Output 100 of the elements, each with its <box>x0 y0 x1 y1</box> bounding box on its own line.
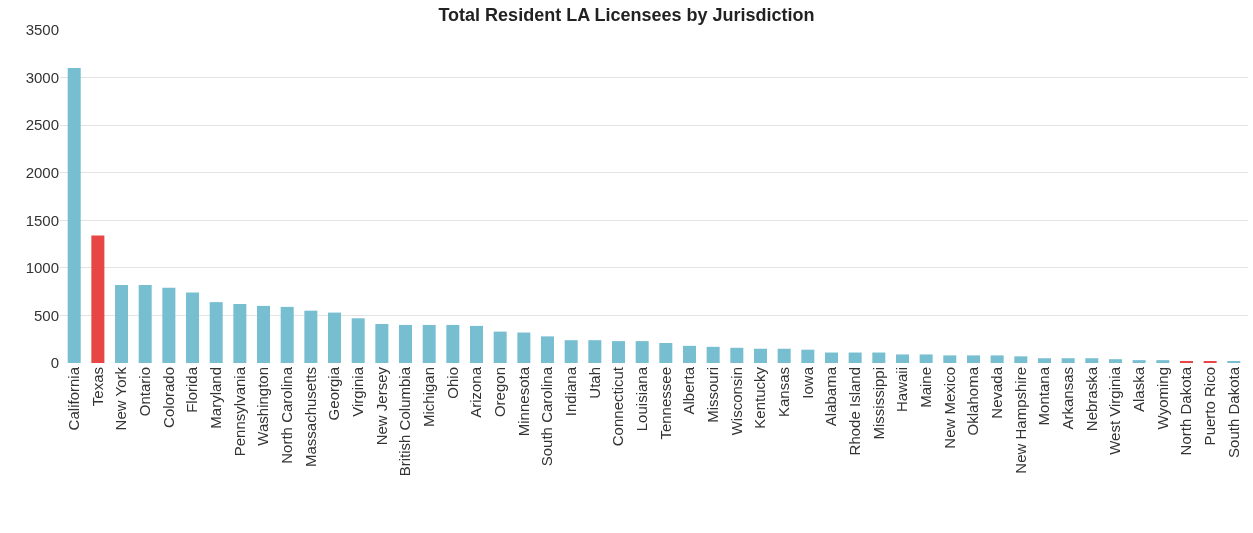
x-tick-label: California <box>65 366 83 431</box>
x-tick-label: West Virginia <box>1106 366 1124 455</box>
bar <box>611 341 626 363</box>
bar <box>943 355 957 363</box>
x-tick-label: Texas <box>88 367 106 407</box>
bar <box>1037 358 1051 363</box>
bar <box>966 355 980 363</box>
x-tick-label: Arizona <box>467 366 485 418</box>
x-tick-label: Kentucky <box>751 366 769 429</box>
x-tick-label: Colorado <box>159 367 177 428</box>
bar <box>541 336 555 363</box>
x-tick-label: New Hampshire <box>1011 367 1029 474</box>
bar <box>730 347 744 363</box>
bar <box>753 348 767 363</box>
bar <box>872 352 886 363</box>
x-tick-label: North Carolina <box>278 366 296 464</box>
x-tick-label: South Dakota <box>1224 366 1242 458</box>
x-tick-label: Louisiana <box>633 366 651 432</box>
x-tick-label: Minnesota <box>514 366 532 437</box>
bar <box>1156 360 1170 363</box>
bar <box>162 287 176 363</box>
x-tick-label: Nevada <box>988 366 1006 419</box>
x-tick-label: Montana <box>1035 366 1053 426</box>
bar <box>919 354 933 363</box>
bar <box>186 292 200 363</box>
x-tick-label: Oregon <box>491 367 509 418</box>
bar <box>446 324 460 363</box>
bar <box>635 341 649 363</box>
y-tick-label: 3500 <box>25 21 59 39</box>
x-tick-label: Wisconsin <box>727 367 745 436</box>
x-tick-label: Virginia <box>349 366 367 417</box>
y-tick-label: 3000 <box>25 68 59 86</box>
bar <box>91 235 105 363</box>
bar <box>1061 358 1075 363</box>
x-tick-label: South Carolina <box>538 366 556 467</box>
x-tick-label: Wyoming <box>1153 367 1171 430</box>
x-tick-label: Mississippi <box>869 367 887 440</box>
bar <box>895 354 909 363</box>
x-tick-label: Washington <box>254 367 272 446</box>
bar <box>517 332 531 363</box>
bar <box>257 305 271 363</box>
x-tick-label: Iowa <box>798 366 816 399</box>
bar <box>706 346 720 363</box>
x-tick-label: Oklahoma <box>964 366 982 436</box>
x-tick-label: Indiana <box>562 366 580 417</box>
x-tick-label: Missouri <box>704 367 722 423</box>
y-tick-label: 2500 <box>25 116 59 134</box>
x-tick-label: Alaska <box>1130 366 1148 413</box>
bar <box>233 304 247 363</box>
bar <box>328 312 342 363</box>
x-tick-label: Ontario <box>136 367 154 417</box>
bar <box>115 284 129 363</box>
x-tick-label: New Jersey <box>372 366 390 446</box>
x-tick-label: Pennsylvania <box>230 366 248 457</box>
bar <box>588 340 602 363</box>
bar <box>209 302 223 363</box>
x-tick-label: Rhode Island <box>846 367 864 456</box>
x-tick-label: Maryland <box>207 367 225 429</box>
bar <box>682 345 697 363</box>
x-tick-label: Arkansas <box>1059 367 1077 430</box>
y-tick-label: 500 <box>33 306 59 324</box>
x-tick-label: Alberta <box>680 366 698 415</box>
x-tick-label: Puerto Rico <box>1201 367 1219 446</box>
x-tick-label: New Mexico <box>940 367 958 449</box>
x-tick-label: New York <box>112 366 130 431</box>
bar <box>777 348 791 363</box>
x-tick-label: Ohio <box>443 367 461 399</box>
x-tick-label: Tennessee <box>656 367 674 440</box>
bar <box>304 310 318 363</box>
chart-title: Total Resident LA Licensees by Jurisdiction <box>438 4 815 25</box>
bar <box>280 306 294 363</box>
x-tick-label: Utah <box>585 367 603 399</box>
x-tick-label: Nebraska <box>1082 366 1100 432</box>
bar <box>1132 360 1146 363</box>
bar <box>375 323 389 363</box>
y-tick-label: 1500 <box>25 211 59 229</box>
bar <box>399 324 413 363</box>
x-tick-label: British Columbia <box>396 366 414 477</box>
bar <box>470 325 484 363</box>
bar <box>824 352 838 363</box>
bar <box>659 343 673 363</box>
y-tick-label: 2000 <box>25 163 59 181</box>
bar <box>801 349 815 363</box>
x-tick-label: Hawaii <box>893 367 911 413</box>
bar <box>493 331 507 363</box>
bar <box>848 352 862 363</box>
bar <box>138 284 152 363</box>
x-tick-label: Massachusetts <box>301 367 319 468</box>
x-tick-label: Georgia <box>325 366 343 421</box>
x-tick-label: Alabama <box>822 366 840 427</box>
x-tick-label: Florida <box>183 366 201 413</box>
bar <box>1014 356 1028 363</box>
bar <box>990 355 1004 363</box>
bar <box>351 318 365 363</box>
y-tick-label: 1000 <box>25 259 59 277</box>
y-tick-label: 0 <box>50 354 59 372</box>
bar <box>67 68 81 363</box>
x-tick-label: Maine <box>917 367 935 408</box>
bar <box>1108 359 1122 363</box>
x-tick-label: Kansas <box>775 367 793 418</box>
